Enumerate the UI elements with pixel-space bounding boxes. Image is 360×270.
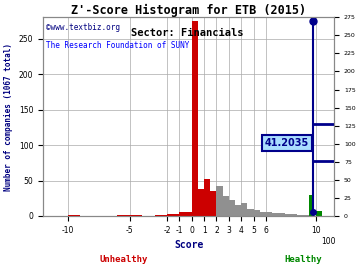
Text: 41.2035: 41.2035: [265, 138, 309, 148]
Bar: [235, 205, 241, 216]
Text: Sector: Financials: Sector: Financials: [131, 28, 243, 38]
Bar: [117, 215, 130, 216]
Bar: [68, 215, 80, 216]
Bar: [154, 215, 167, 216]
Bar: [310, 195, 314, 216]
Bar: [266, 212, 272, 216]
Text: Unhealthy: Unhealthy: [99, 255, 148, 264]
Bar: [204, 179, 210, 216]
Text: The Research Foundation of SUNY: The Research Foundation of SUNY: [46, 41, 189, 50]
X-axis label: Score: Score: [174, 240, 203, 250]
Bar: [297, 215, 303, 216]
Bar: [285, 214, 291, 216]
Bar: [192, 21, 198, 216]
Bar: [272, 213, 278, 216]
Bar: [198, 189, 204, 216]
Y-axis label: Number of companies (1067 total): Number of companies (1067 total): [4, 43, 13, 191]
Bar: [223, 196, 229, 216]
Bar: [291, 214, 297, 216]
Title: Z'-Score Histogram for ETB (2015): Z'-Score Histogram for ETB (2015): [71, 4, 306, 17]
Text: 100: 100: [321, 237, 335, 246]
Bar: [179, 212, 192, 216]
Bar: [254, 210, 260, 216]
Bar: [130, 215, 142, 216]
Bar: [247, 209, 254, 216]
Bar: [260, 212, 266, 216]
Bar: [210, 191, 216, 216]
Bar: [316, 211, 322, 216]
Bar: [241, 203, 247, 216]
Bar: [167, 214, 179, 216]
Bar: [216, 186, 223, 216]
Bar: [278, 213, 285, 216]
Text: ©www.textbiz.org: ©www.textbiz.org: [46, 23, 120, 32]
Bar: [303, 215, 310, 216]
Text: Healthy: Healthy: [284, 255, 322, 264]
Bar: [229, 200, 235, 216]
